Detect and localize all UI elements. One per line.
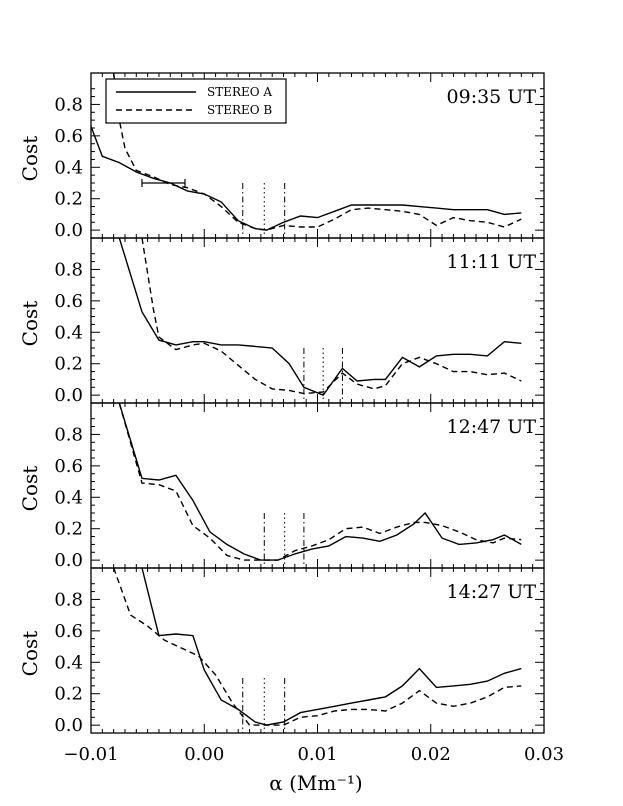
series-line-stereo-b: [113, 73, 522, 231]
legend-box: [105, 78, 287, 124]
series-line-stereo-a: [118, 403, 522, 561]
y-tick-label: 0.2: [54, 519, 83, 540]
y-tick-label: 0.2: [54, 684, 83, 705]
y-tick-label: 0.6: [54, 456, 83, 477]
series-line-stereo-a: [141, 568, 522, 726]
x-tick-label: 0.00: [184, 744, 224, 765]
y-tick-label: 0.0: [54, 385, 83, 406]
legend-label-stereo-a: STEREO A: [207, 85, 272, 99]
y-tick-label: 0.8: [54, 424, 83, 445]
y-axis-title: Cost: [18, 631, 42, 677]
x-axis: −0.01 0.00 0.01 0.02 0.03: [63, 744, 564, 765]
panel-1: 0.0 0.2 0.4 0.6 0.8 Cost 09:35 UT: [18, 72, 545, 241]
x-tick-label: 0.01: [297, 744, 337, 765]
y-tick-label: 0.0: [54, 550, 83, 571]
y-tick-label: 0.6: [54, 621, 83, 642]
panel-time-label: 12:47 UT: [447, 416, 537, 438]
x-tick-label: 0.03: [524, 744, 564, 765]
y-tick-label: 0.4: [54, 322, 83, 343]
y-tick-label: 0.2: [54, 354, 83, 375]
y-axis-title: Cost: [18, 136, 42, 182]
x-tick-label: −0.01: [63, 744, 118, 765]
y-tick-label: 0.6: [54, 126, 83, 147]
y-tick-label: 0.4: [54, 652, 83, 673]
y-axis-title: Cost: [18, 466, 42, 512]
y-tick-label: 0.8: [54, 259, 83, 280]
y-tick-label: 0.8: [54, 589, 83, 610]
panel-time-label: 14:27 UT: [447, 581, 537, 603]
y-tick-label: 0.8: [54, 94, 83, 115]
legend-label-stereo-b: STEREO B: [207, 103, 272, 117]
legend: STEREO A STEREO B: [105, 78, 287, 124]
x-tick-label: 0.02: [411, 744, 451, 765]
y-tick-label: 0.0: [54, 715, 83, 736]
y-tick-label: 0.4: [54, 157, 83, 178]
series-line-stereo-a: [118, 238, 522, 396]
y-tick-label: 0.2: [54, 189, 83, 210]
panel-2: 0.0 0.2 0.4 0.6 0.8 Cost 11:11 UT: [18, 237, 545, 406]
series-line-stereo-b: [113, 568, 522, 726]
panel-time-label: 11:11 UT: [447, 251, 537, 273]
y-tick-label: 0.6: [54, 291, 83, 312]
panel-3: 0.0 0.2 0.4 0.6 0.8 Cost 12:47 UT: [18, 402, 545, 571]
y-tick-label: 0.0: [54, 220, 83, 241]
y-axis-title: Cost: [18, 301, 42, 347]
y-tick-label: 0.4: [54, 487, 83, 508]
panel-time-label: 09:35 UT: [447, 86, 537, 108]
series-line-stereo-b: [141, 238, 522, 395]
x-axis-title: α (Mm⁻¹): [269, 771, 363, 795]
panel-4: 0.0 0.2 0.4 0.6 0.8 Cost 14:27 UT: [18, 567, 545, 736]
